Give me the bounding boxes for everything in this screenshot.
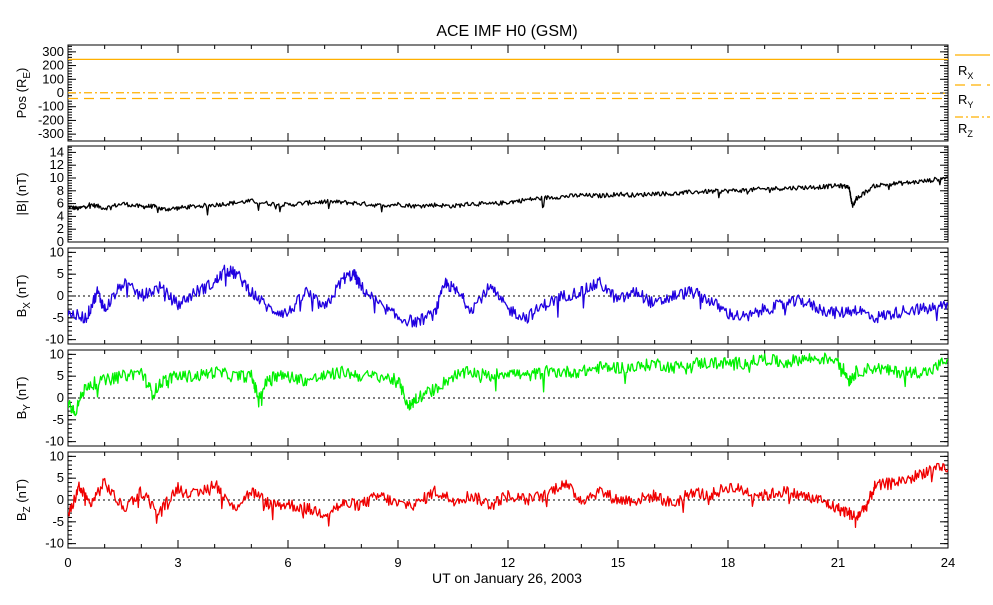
legend-label: RY xyxy=(958,92,973,110)
series-line-bz-0 xyxy=(68,462,948,529)
y-tick-label: 0 xyxy=(57,390,64,405)
y-tick-label: -5 xyxy=(52,412,64,427)
legend-label-sub: X xyxy=(967,71,973,81)
y-tick-label: -10 xyxy=(45,434,64,449)
y-tick-label: 0 xyxy=(57,85,64,100)
panel-bz: 10 5 0 -5 -10 BZ (nT) xyxy=(14,448,949,551)
y-axis-label-sub: X xyxy=(22,302,33,309)
panel-frame xyxy=(67,145,949,243)
legend-label-sub: Z xyxy=(967,129,973,139)
x-tick-label: 18 xyxy=(721,555,735,570)
y-tick-label: 5 xyxy=(57,368,64,383)
x-tick-label: 9 xyxy=(394,555,401,570)
legend-label-main: R xyxy=(958,121,967,136)
legend-label-main: R xyxy=(958,92,967,107)
y-tick-label: 100 xyxy=(42,71,64,86)
y-tick-label: 10 xyxy=(50,448,64,463)
y-tick-label: -5 xyxy=(52,310,64,325)
x-tick-label: 15 xyxy=(611,555,625,570)
x-tick-label: 21 xyxy=(831,555,845,570)
y-tick-label: 4 xyxy=(57,208,64,223)
y-axis-label-main: |B| (nT) xyxy=(14,173,29,216)
y-tick-label: 10 xyxy=(50,244,64,259)
panel-bx: 10 5 0 -5 -10 BX (nT) xyxy=(14,244,949,347)
y-axis-label-sub: E xyxy=(22,72,33,79)
y-tick-label: 5 xyxy=(57,266,64,281)
y-axis-label: BY (nT) xyxy=(14,377,33,420)
y-axis-label-tail: (nT) xyxy=(14,479,29,506)
y-tick-label: 0 xyxy=(57,288,64,303)
y-tick-label: 2 xyxy=(57,221,64,236)
y-axis-label-sub: Z xyxy=(22,506,33,512)
x-axis-label: UT on January 26, 2003 xyxy=(432,570,582,586)
y-axis-label: BZ (nT) xyxy=(14,479,33,521)
y-tick-label: 8 xyxy=(57,183,64,198)
y-tick-label: -10 xyxy=(45,332,64,347)
y-axis-label-main: B xyxy=(14,411,29,420)
legend-label-main: R xyxy=(958,63,967,78)
x-tick-label: 3 xyxy=(174,555,181,570)
y-tick-label: -10 xyxy=(45,536,64,551)
y-axis-label: |B| (nT) xyxy=(14,173,29,216)
y-tick-label: 5 xyxy=(57,470,64,485)
legend-label: RZ xyxy=(958,121,973,139)
chart-title: ACE IMF H0 (GSM) xyxy=(436,23,577,40)
y-axis-label-sub: Y xyxy=(22,404,33,411)
legend-label: RX xyxy=(958,63,973,81)
y-tick-label: -300 xyxy=(38,126,64,141)
y-tick-label: -100 xyxy=(38,99,64,114)
x-tick-label: 24 xyxy=(941,555,955,570)
x-tick-label: 0 xyxy=(64,555,71,570)
series-line-by-0 xyxy=(68,352,948,417)
y-axis-label-main: Pos (R xyxy=(14,79,29,119)
y-tick-label: 300 xyxy=(42,44,64,59)
y-tick-label: 0 xyxy=(57,234,64,249)
y-tick-label: 12 xyxy=(50,157,64,172)
y-axis-label-tail: ) xyxy=(14,68,29,72)
x-tick-label: 12 xyxy=(501,555,515,570)
y-tick-label: -5 xyxy=(52,514,64,529)
y-tick-label: 10 xyxy=(50,170,64,185)
y-tick-label: 14 xyxy=(50,144,64,159)
series-line-bx-0 xyxy=(68,264,948,328)
y-axis-label-tail: (nT) xyxy=(14,377,29,404)
y-tick-label: 200 xyxy=(42,58,64,73)
y-tick-label: 0 xyxy=(57,492,64,507)
x-tick-label: 6 xyxy=(284,555,291,570)
y-tick-label: 10 xyxy=(50,346,64,361)
y-tick-label: -200 xyxy=(38,112,64,127)
series-line-pos-2 xyxy=(68,92,948,95)
y-axis-label-main: B xyxy=(14,309,29,318)
y-axis-label-main: B xyxy=(14,512,29,521)
series-line-bt-0 xyxy=(68,176,948,216)
y-axis-label: BX (nT) xyxy=(14,275,33,318)
panel-by: 10 5 0 -5 -10 BY (nT) xyxy=(14,346,949,449)
y-axis-label-tail: (nT) xyxy=(14,275,29,302)
y-axis-label: Pos (RE) xyxy=(14,68,33,119)
legend-label-sub: Y xyxy=(967,100,973,110)
y-tick-label: 6 xyxy=(57,196,64,211)
